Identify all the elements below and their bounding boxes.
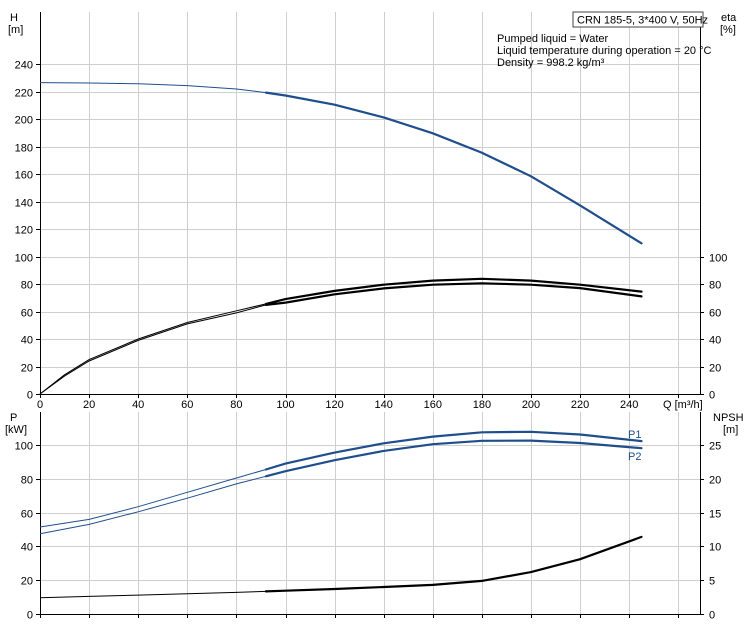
right-axis-tick-label: 25	[709, 441, 721, 453]
p1-series-label: P1	[628, 429, 641, 441]
x-axis-tick-label: 80	[230, 399, 242, 411]
left-axis-tick-label: 220	[15, 88, 33, 100]
left-axis-tick-label: 80	[21, 280, 33, 292]
left-axis-tick-label: 140	[15, 198, 33, 210]
right-axis-tick-label: 15	[709, 509, 721, 521]
x-axis-tick-label: 40	[132, 399, 144, 411]
p2-series-label: P2	[628, 451, 641, 463]
eta-upper-curve	[264, 277, 643, 305]
head-axis-unit: [m]	[8, 24, 23, 36]
left-axis-tick-label: 60	[21, 509, 33, 521]
left-axis-tick-label: 180	[15, 143, 33, 155]
left-axis-tick-label: 0	[27, 390, 33, 402]
eta-lower-curve	[264, 282, 643, 306]
x-axis-tick-label: 240	[620, 399, 638, 411]
x-axis-tick-label: 160	[424, 399, 442, 411]
left-axis-tick-label: 240	[15, 60, 33, 72]
eta-upper-curve-thin	[39, 303, 267, 395]
head-curve	[264, 91, 643, 245]
npsh-curve-thin	[39, 590, 266, 599]
p1-curve-thin	[39, 469, 267, 528]
left-axis-tick-label: 200	[15, 115, 33, 127]
npsh-curve	[264, 535, 643, 593]
npsh-axis-unit: [m]	[723, 424, 738, 436]
left-axis-tick-label: 80	[21, 475, 33, 487]
head-curve-thin	[39, 82, 266, 94]
npsh-axis-label: NPSH	[713, 412, 744, 424]
left-axis-tick-label: 100	[15, 441, 33, 453]
annotation-liquid: Pumped liquid = Water	[497, 33, 609, 45]
chart-title: CRN 185-5, 3*400 V, 50Hz	[577, 15, 708, 27]
x-axis-tick-label: 120	[325, 399, 343, 411]
x-axis-tick-label: 0	[37, 399, 43, 411]
left-axis-tick-label: 20	[21, 576, 33, 588]
x-axis-tick-label: 200	[522, 399, 540, 411]
right-axis-tick-label: 0	[709, 390, 715, 402]
right-axis-tick-label: 20	[709, 475, 721, 487]
eta-lower-curve-thin	[39, 304, 267, 395]
left-axis-tick-label: 20	[21, 363, 33, 375]
power-axis-label: P	[10, 412, 17, 424]
right-axis-tick-label: 0	[709, 610, 715, 622]
right-axis-tick-label: 100	[709, 253, 727, 265]
power-axis-unit: [kW]	[5, 424, 27, 436]
x-axis-tick-label: 180	[473, 399, 491, 411]
head-axis-label: H	[10, 12, 18, 24]
left-axis-tick-label: 160	[15, 170, 33, 182]
p2-curve-thin	[39, 475, 267, 535]
series-layer	[39, 82, 643, 599]
left-axis-tick-label: 60	[21, 308, 33, 320]
flow-axis-label: Q [m³/h]	[663, 399, 703, 411]
left-axis-tick-label: 120	[15, 225, 33, 237]
annotation-temperature: Liquid temperature during operation = 20…	[497, 45, 712, 57]
axis-layer: 0204060801001201401601802002202400204060…	[15, 12, 727, 622]
eta-axis-label: eta	[721, 12, 737, 24]
left-axis-tick-label: 0	[27, 610, 33, 622]
p1-curve	[264, 430, 643, 471]
x-axis-tick-label: 140	[375, 399, 393, 411]
left-axis-tick-label: 100	[15, 253, 33, 265]
right-axis-tick-label: 20	[709, 363, 721, 375]
right-axis-tick-label: 40	[709, 335, 721, 347]
eta-axis-unit: [%]	[720, 24, 736, 36]
left-axis-tick-label: 40	[21, 542, 33, 554]
left-axis-tick-label: 40	[21, 335, 33, 347]
x-axis-tick-label: 220	[571, 399, 589, 411]
right-axis-tick-label: 60	[709, 308, 721, 320]
right-axis-tick-label: 10	[709, 542, 721, 554]
p2-curve	[264, 439, 643, 478]
annotation-density: Density = 998.2 kg/m³	[497, 57, 605, 69]
right-axis-tick-label: 80	[709, 280, 721, 292]
x-axis-tick-label: 20	[83, 399, 95, 411]
x-axis-tick-label: 60	[181, 399, 193, 411]
x-axis-tick-label: 100	[276, 399, 294, 411]
title-box	[572, 11, 704, 28]
grid-layer	[40, 12, 700, 614]
right-axis-tick-label: 5	[709, 576, 715, 588]
